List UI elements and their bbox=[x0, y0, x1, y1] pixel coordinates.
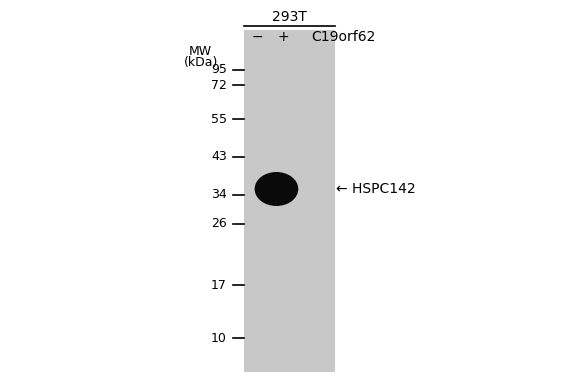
Text: −: − bbox=[251, 30, 263, 44]
Bar bbox=[244, 30, 335, 372]
Text: 95: 95 bbox=[211, 64, 227, 76]
Text: 72: 72 bbox=[211, 79, 227, 91]
Text: 17: 17 bbox=[211, 279, 227, 292]
Text: 55: 55 bbox=[211, 113, 227, 125]
Text: 26: 26 bbox=[211, 217, 227, 230]
Text: (kDa): (kDa) bbox=[183, 56, 218, 69]
Text: ← HSPC142: ← HSPC142 bbox=[336, 182, 416, 196]
Text: 34: 34 bbox=[211, 188, 227, 201]
Text: 293T: 293T bbox=[272, 10, 307, 24]
Text: 10: 10 bbox=[211, 332, 227, 345]
Ellipse shape bbox=[255, 172, 298, 206]
Text: +: + bbox=[278, 30, 289, 44]
Text: C19orf62: C19orf62 bbox=[311, 30, 376, 44]
Text: 43: 43 bbox=[211, 150, 227, 163]
Text: MW: MW bbox=[189, 45, 212, 57]
